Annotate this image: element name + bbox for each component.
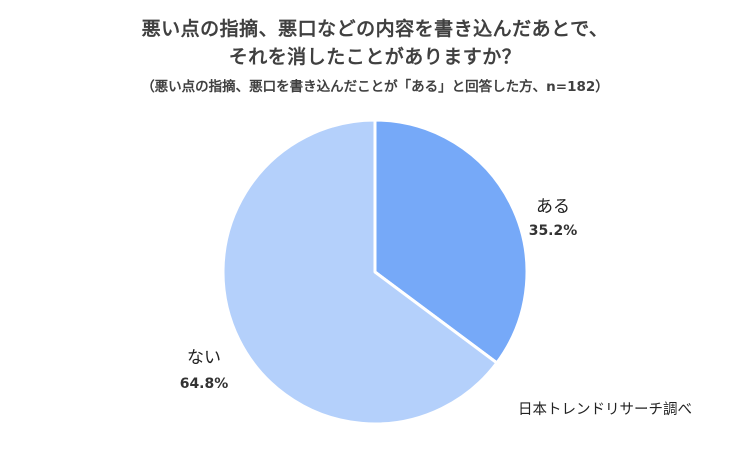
- pie-slice-nai: [221, 118, 499, 426]
- slice-percent-nai: 64.8%: [180, 376, 229, 392]
- pie-slice-aru: [373, 118, 529, 365]
- pie-labels: ある 35.2% ない 64.8%: [180, 197, 578, 392]
- slice-label-nai: ない: [187, 348, 221, 368]
- pie-slices: [221, 118, 529, 426]
- chart-subtitle: （悪い点の指摘、悪口を書き込んだことが「ある」と回答した方、n=182）: [141, 79, 609, 95]
- chart-title-line-2: それを消したことがありますか？: [228, 46, 522, 68]
- slice-label-aru: ある: [536, 197, 570, 217]
- chart-title-line-1: 悪い点の指摘、悪口などの内容を書き込んだあとで、: [141, 18, 609, 40]
- source-credit: 日本トレンドリサーチ調べ: [518, 402, 692, 418]
- slice-percent-aru: 35.2%: [529, 223, 578, 239]
